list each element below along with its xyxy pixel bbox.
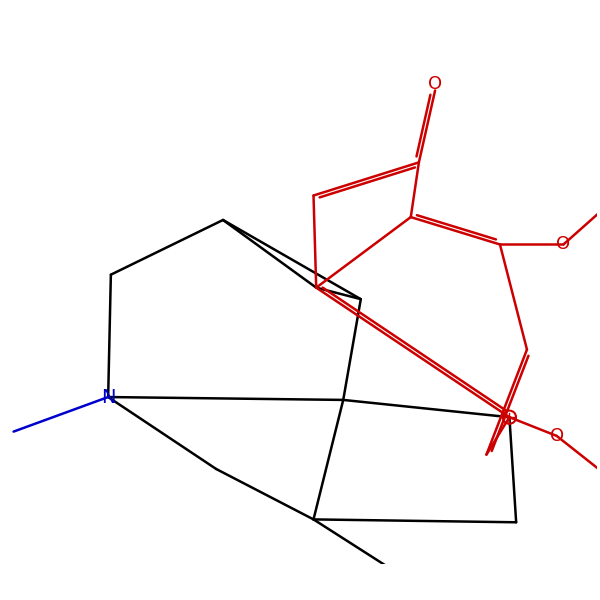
Text: O: O [550,427,564,445]
Text: N: N [101,388,115,407]
Text: O: O [556,235,571,253]
Text: O: O [428,75,442,93]
